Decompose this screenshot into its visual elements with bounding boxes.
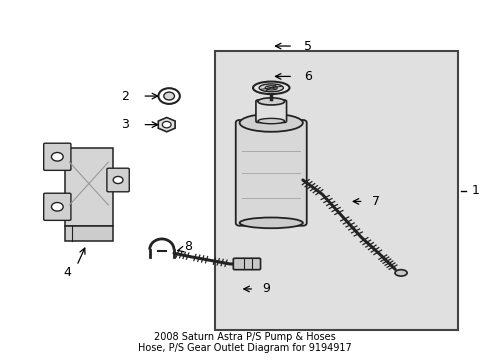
Text: 1: 1 (470, 184, 478, 197)
Circle shape (51, 153, 63, 161)
FancyBboxPatch shape (235, 120, 306, 226)
FancyBboxPatch shape (107, 168, 129, 192)
FancyBboxPatch shape (43, 143, 71, 170)
Ellipse shape (252, 82, 289, 94)
Circle shape (51, 203, 63, 211)
FancyBboxPatch shape (43, 193, 71, 220)
Text: 2: 2 (121, 90, 129, 103)
Text: 4: 4 (63, 266, 71, 279)
Ellipse shape (259, 84, 283, 92)
Bar (215, 51, 458, 330)
Text: 6: 6 (303, 70, 311, 83)
Circle shape (163, 92, 174, 100)
Circle shape (158, 88, 180, 104)
Text: 2008 Saturn Astra P/S Pump & Hoses
Hose, P/S Gear Outlet Diagram for 9194917: 2008 Saturn Astra P/S Pump & Hoses Hose,… (137, 332, 351, 353)
FancyBboxPatch shape (233, 258, 260, 270)
Ellipse shape (394, 270, 407, 276)
Ellipse shape (257, 118, 284, 124)
Ellipse shape (239, 217, 302, 228)
Ellipse shape (239, 114, 302, 132)
Polygon shape (158, 117, 175, 132)
Text: 5: 5 (303, 40, 311, 53)
Ellipse shape (257, 98, 284, 105)
Text: 7: 7 (371, 195, 379, 208)
Bar (64, 226, 113, 241)
Text: 8: 8 (184, 240, 192, 253)
Circle shape (162, 121, 171, 128)
Text: 9: 9 (262, 283, 270, 296)
Circle shape (113, 176, 122, 184)
Text: 3: 3 (121, 118, 129, 131)
FancyBboxPatch shape (255, 100, 286, 122)
Bar (64, 148, 113, 226)
Ellipse shape (264, 86, 277, 90)
